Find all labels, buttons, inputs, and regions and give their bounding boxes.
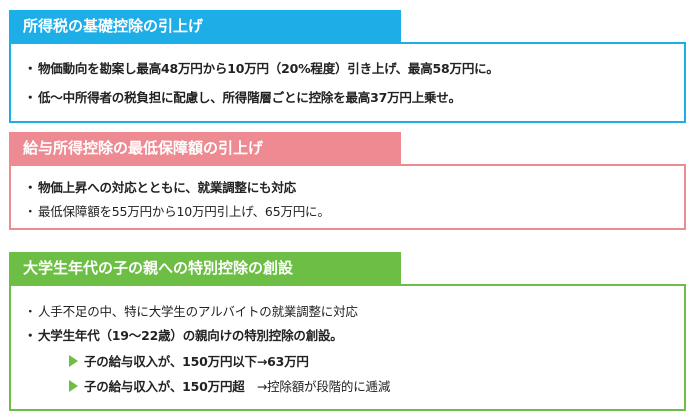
bullet-icon: ・: [24, 61, 37, 76]
list-item: ・人手不足の中、特に大学生のアルバイトの就業調整に対応: [24, 301, 358, 320]
section-basic-deduction: 所得税の基礎控除の引上げ ・物価動向を勘案し最高48万円から10万円（20%程度…: [9, 10, 686, 123]
list-item: ・最低保障額を55万円から10万円引上げ、65万円に。: [24, 201, 330, 220]
triangle-icon: [69, 380, 78, 392]
bullet-icon: ・: [24, 90, 37, 105]
list-item: ・物価上昇への対応とともに、就業調整にも対応: [24, 177, 296, 196]
list-item-text: 人手不足の中、特に大学生のアルバイトの就業調整に対応: [38, 304, 358, 319]
section-title: 大学生年代の子の親への特別控除の創設: [9, 252, 401, 284]
section-body: ・人手不足の中、特に大学生のアルバイトの就業調整に対応 ・大学生年代（19～22…: [9, 284, 686, 411]
list-item: ・大学生年代（19～22歳）の親向けの特別控除の創設。: [24, 325, 343, 344]
sub-item-text: 子の給与収入が、150万円以下→63万円: [84, 354, 309, 369]
list-item: ・低～中所得者の税負担に配慮し、所得階層ごとに控除を最高37万円上乗せ。: [24, 87, 461, 106]
list-item-text: 物価上昇への対応とともに、就業調整にも対応: [38, 180, 296, 195]
section-special-deduction: 大学生年代の子の親への特別控除の創設 ・人手不足の中、特に大学生のアルバイトの就…: [9, 252, 686, 412]
section-body: ・物価動向を勘案し最高48万円から10万円（20%程度）引き上げ、最高58万円に…: [9, 42, 686, 123]
list-item: ・物価動向を勘案し最高48万円から10万円（20%程度）引き上げ、最高58万円に…: [24, 58, 499, 77]
section-body: ・物価上昇への対応とともに、就業調整にも対応 ・最低保障額を55万円から10万円…: [9, 164, 686, 230]
list-item-text: 物価動向を勘案し最高48万円から10万円（20%程度）引き上げ、最高58万円に。: [38, 61, 499, 76]
list-item-text: 最低保障額を55万円から10万円引上げ、65万円に。: [38, 204, 330, 219]
bullet-icon: ・: [24, 328, 37, 343]
sub-item-note: →控除額が段階的に逓減: [256, 379, 391, 394]
triangle-icon: [69, 355, 78, 367]
list-item-text: 低～中所得者の税負担に配慮し、所得階層ごとに控除を最高37万円上乗せ。: [38, 90, 461, 105]
list-item-text: 大学生年代（19～22歳）の親向けの特別控除の創設。: [38, 328, 343, 343]
bullet-icon: ・: [24, 180, 37, 195]
section-employment-income-deduction: 給与所得控除の最低保障額の引上げ ・物価上昇への対応とともに、就業調整にも対応 …: [9, 132, 686, 230]
section-title: 所得税の基礎控除の引上げ: [9, 10, 401, 42]
bullet-icon: ・: [24, 304, 37, 319]
sub-item-text: 子の給与収入が、150万円超: [84, 379, 257, 394]
bullet-icon: ・: [24, 204, 37, 219]
sub-item: 子の給与収入が、150万円以下→63万円: [69, 351, 309, 370]
sub-item: 子の給与収入が、150万円超 →控除額が段階的に逓減: [69, 376, 390, 395]
section-title: 給与所得控除の最低保障額の引上げ: [9, 132, 401, 164]
